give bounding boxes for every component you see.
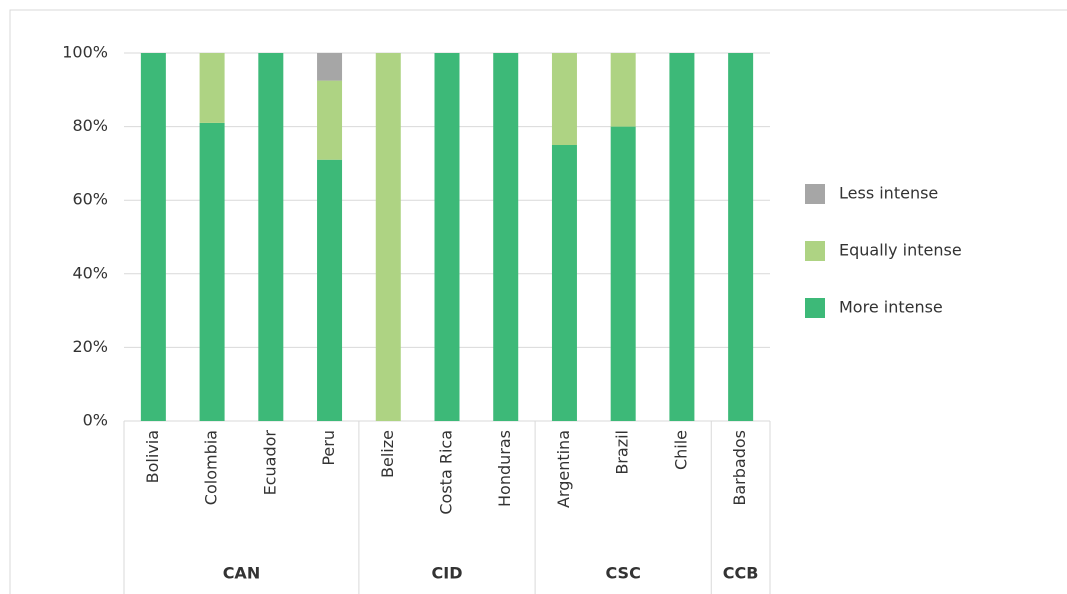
group-label: CCB [723,564,759,583]
x-tick-label: Brazil [613,430,632,475]
legend-label: Less intense [839,184,938,203]
x-tick-label: Bolivia [143,430,162,483]
bar-segment [669,53,695,421]
bar-segment [199,53,225,123]
x-tick-label: Ecuador [260,430,279,496]
x-tick-label: Costa Rica [437,430,456,515]
bar-segment [140,53,166,421]
legend-label: Equally intense [839,241,962,260]
x-tick-label: Honduras [495,430,514,507]
group-label: CSC [606,564,641,583]
x-tick-label: Barbados [730,430,749,506]
y-tick-label: 20% [72,337,108,356]
bar-segment [551,145,577,421]
bar-segment [258,53,284,421]
bar-segment [728,53,754,421]
bar-segment [317,80,343,160]
legend-swatch [805,241,825,261]
x-tick-label: Colombia [202,430,221,505]
bar-segment [317,53,343,81]
legend-swatch [805,184,825,204]
group-label: CAN [223,564,261,583]
bar-segment [610,53,636,127]
bar-segment [493,53,519,421]
chart-frame [9,9,1067,594]
group-label: CID [432,564,463,583]
x-tick-label: Chile [671,430,690,470]
x-tick-label: Belize [378,430,397,478]
y-tick-label: 0% [83,411,108,430]
bar-segment [434,53,460,421]
bar-segment [317,159,343,421]
bar-segment [199,122,225,422]
x-tick-label: Peru [319,430,338,466]
y-tick-label: 40% [72,263,108,282]
y-tick-label: 60% [72,190,108,209]
x-tick-label: Argentina [554,430,573,508]
legend-label: More intense [839,298,943,317]
legend-swatch [805,298,825,318]
y-tick-label: 100% [62,43,108,62]
bar-segment [375,53,401,421]
bar-segment [610,126,636,421]
y-tick-label: 80% [72,116,108,135]
bar-segment [551,53,577,145]
